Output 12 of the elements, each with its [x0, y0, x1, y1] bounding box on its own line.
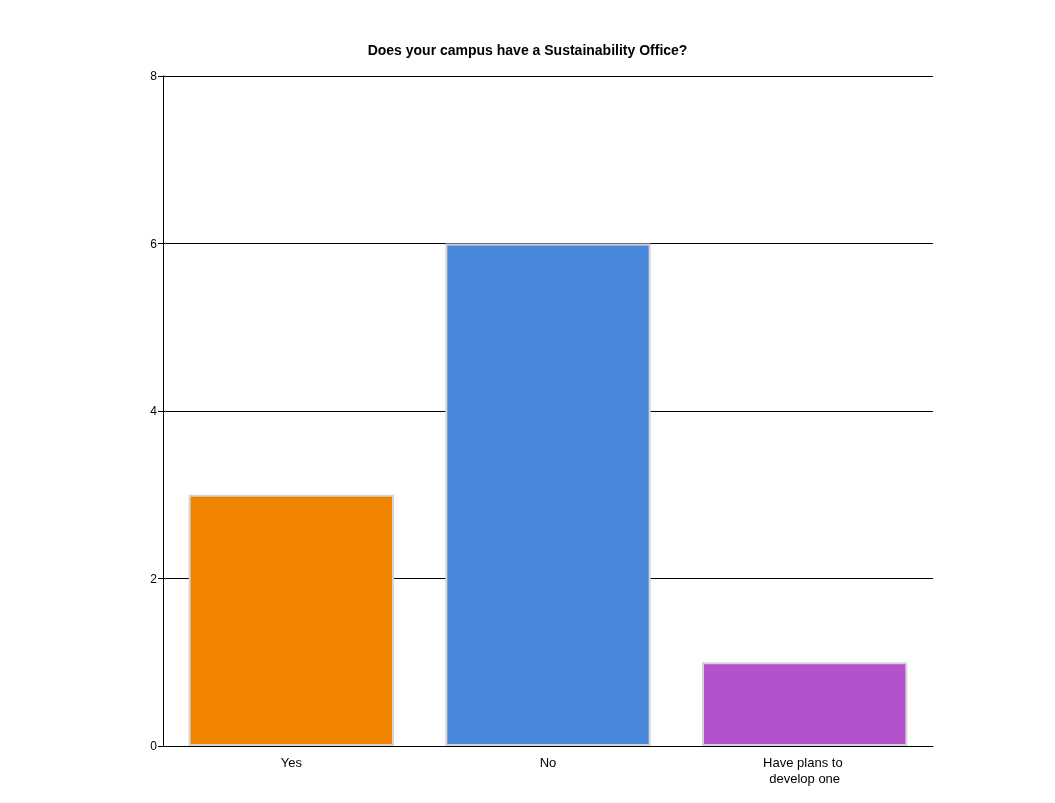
y-tick-label: 0 — [150, 739, 158, 753]
x-tick-label: Have plans to develop one — [763, 754, 847, 786]
x-tick-label: No — [539, 754, 557, 770]
bar — [188, 494, 394, 746]
y-tick-label: 8 — [150, 69, 158, 83]
bar — [702, 662, 908, 746]
y-tick-label: 6 — [150, 236, 158, 251]
y-tick-label: 2 — [150, 571, 158, 586]
chart-title: Does your campus have a Sustainability Office? — [367, 42, 688, 58]
bar — [445, 243, 651, 746]
x-tick-label: Yes — [280, 754, 303, 770]
y-tick-label: 4 — [150, 404, 158, 418]
